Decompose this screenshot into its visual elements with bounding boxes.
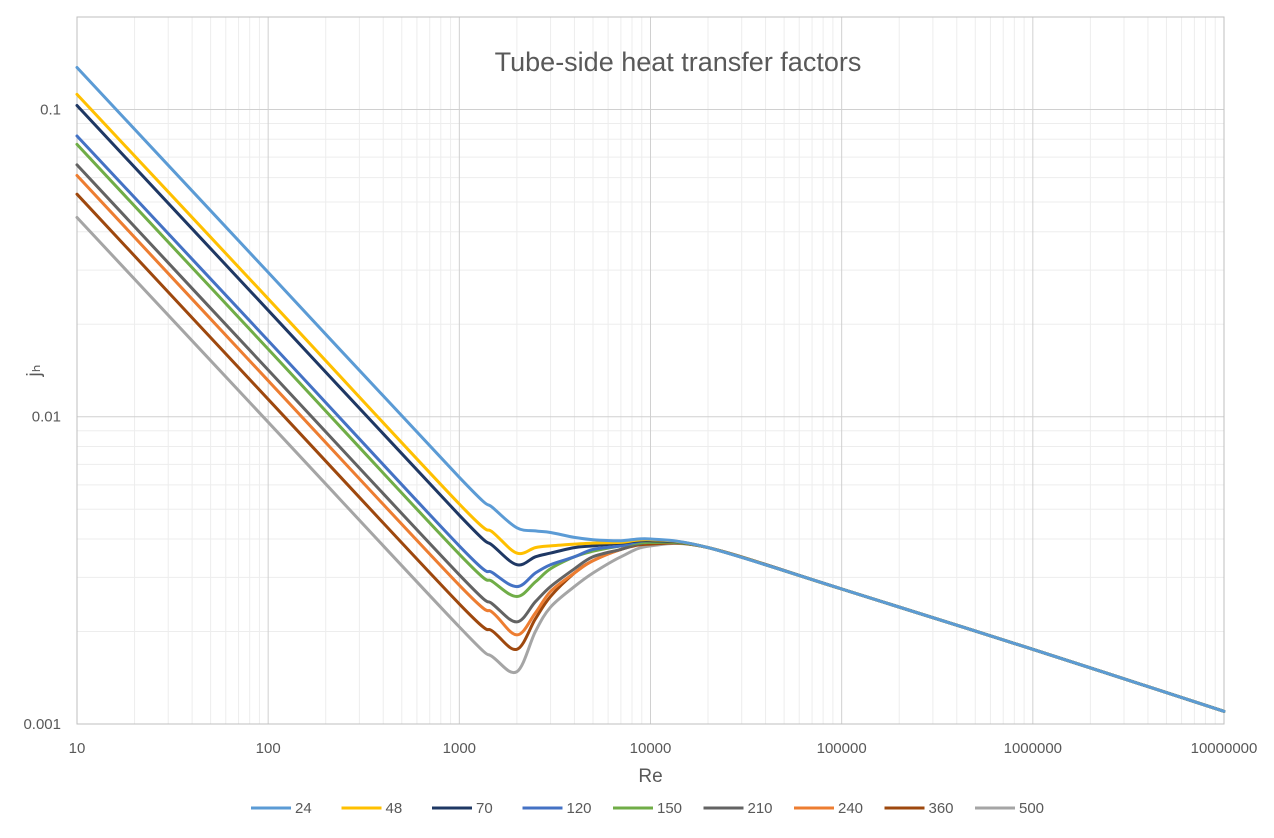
y-tick-label: 0.1	[40, 101, 61, 118]
x-tick-label: 1000	[443, 740, 476, 757]
legend-label: 500	[1019, 800, 1044, 817]
legend-label: 210	[748, 800, 773, 817]
plot-area-border	[76, 16, 1225, 725]
legend-label: 360	[929, 800, 954, 817]
x-tick-label: 1000000	[1004, 740, 1062, 757]
x-tick-label: 10	[69, 740, 86, 757]
legend-item-120: 120	[522, 800, 592, 817]
legend-item-48: 48	[341, 800, 403, 817]
legend-item-70: 70	[432, 800, 493, 817]
x-tick-label: 100000	[817, 740, 867, 757]
x-tick-label: 10000	[630, 740, 672, 757]
y-tick-label: 0.01	[32, 409, 61, 426]
x-tick-label: 100	[256, 740, 281, 757]
legend-item-240: 240	[794, 800, 863, 817]
x-tick-labels: 10 100 1000 10000 100000 1000000 10000000	[69, 740, 1258, 757]
y-tick-labels: 0.001 0.01 0.1	[23, 101, 61, 733]
chart-title: Tube-side heat transfer factors	[495, 47, 862, 77]
legend-label: 70	[476, 800, 493, 817]
y-axis-title: jₕ	[24, 365, 45, 378]
legend-label: 24	[295, 800, 312, 817]
grid	[76, 16, 1225, 725]
legend-item-210: 210	[703, 800, 773, 817]
legend-label: 150	[657, 800, 682, 817]
legend: 24 48 70 120 150 210 240 360 500	[251, 800, 1044, 817]
legend-label: 48	[386, 800, 403, 817]
legend-label: 120	[567, 800, 592, 817]
x-axis-title: Re	[638, 766, 662, 787]
legend-label: 240	[838, 800, 863, 817]
y-tick-label: 0.001	[23, 716, 61, 733]
legend-item-500: 500	[975, 800, 1044, 817]
x-tick-label: 10000000	[1191, 740, 1258, 757]
series-lines	[75, 66, 1226, 713]
legend-item-150: 150	[613, 800, 682, 817]
legend-item-360: 360	[884, 800, 954, 817]
legend-item-24: 24	[251, 800, 312, 817]
series-line-24	[75, 66, 1226, 713]
